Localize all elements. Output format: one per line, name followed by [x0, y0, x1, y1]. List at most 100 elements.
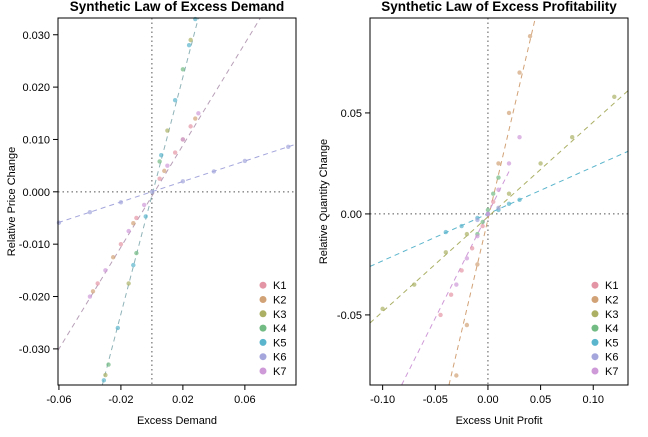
x-tick-label: 0.05 [530, 394, 551, 406]
chart-title: Synthetic Law of Excess Demand [70, 0, 285, 14]
x-tick-label: -0.05 [423, 394, 448, 406]
point [485, 207, 491, 213]
point [517, 134, 522, 140]
legend-swatch [591, 338, 599, 346]
legend-label: K3 [605, 309, 618, 321]
point [126, 228, 131, 234]
legend-label: K2 [273, 295, 286, 307]
point [480, 219, 485, 225]
point [380, 306, 385, 312]
point [485, 211, 491, 217]
point [157, 159, 162, 164]
point [188, 124, 193, 129]
legend-swatch [591, 367, 599, 375]
y-tick-label: 0.020 [22, 82, 50, 94]
legend-swatch [259, 281, 267, 289]
point [188, 37, 193, 43]
point [106, 362, 111, 367]
legend-swatch [259, 310, 267, 318]
legend-label: K2 [605, 295, 618, 307]
point [186, 43, 192, 48]
point [242, 158, 248, 164]
point [443, 229, 449, 235]
point [101, 378, 107, 383]
y-tick-label: -0.05 [337, 310, 362, 322]
fit-line [101, 18, 199, 385]
point [454, 373, 459, 378]
point [464, 322, 470, 328]
point [172, 150, 178, 155]
x-tick-label: 0.06 [234, 394, 255, 406]
legend-swatch [259, 324, 267, 332]
point [459, 223, 464, 229]
point [90, 289, 96, 294]
point [115, 325, 121, 331]
point [158, 152, 164, 158]
point [286, 144, 291, 149]
point [464, 256, 470, 261]
point [612, 94, 617, 99]
point [475, 233, 480, 239]
y-axis-label: Relative Price Change [6, 147, 18, 256]
legend-swatch [591, 281, 599, 289]
point [412, 282, 417, 287]
legend-label: K5 [273, 337, 286, 349]
point [459, 268, 464, 273]
legend-label: K6 [605, 352, 618, 364]
point [448, 292, 454, 297]
point [196, 111, 201, 116]
x-axis-label: Excess Unit Profit [456, 415, 543, 427]
y-tick-label: 0.05 [341, 108, 362, 120]
x-axis-label: Excess Demand [137, 415, 217, 427]
point [131, 262, 136, 268]
y-tick-label: 0.000 [22, 187, 50, 199]
legend-swatch [259, 367, 267, 375]
point [496, 187, 501, 192]
point [180, 137, 186, 142]
y-tick-label: 0.010 [22, 134, 50, 146]
point [469, 246, 475, 251]
point [126, 281, 131, 286]
point [103, 372, 108, 378]
x-tick-label: 0.10 [583, 394, 604, 406]
point [131, 221, 136, 226]
y-tick-label: 0.030 [22, 30, 50, 42]
point [496, 175, 501, 180]
legend-swatch [591, 310, 599, 318]
x-tick-label: 0.02 [172, 394, 193, 406]
legend-swatch [259, 338, 267, 346]
point [87, 210, 93, 215]
point [475, 217, 480, 223]
point [506, 201, 512, 207]
x-tick-label: 0.00 [477, 394, 498, 406]
point [172, 97, 178, 103]
legend-swatch [591, 324, 599, 332]
point [149, 189, 155, 195]
x-tick-label: -0.06 [46, 394, 71, 406]
fit-line [401, 171, 510, 385]
x-tick-label: -0.10 [370, 394, 395, 406]
point [496, 205, 501, 211]
legend-label: K4 [273, 323, 286, 335]
legend-label: K1 [273, 280, 286, 292]
point [165, 128, 170, 133]
legend-label: K4 [605, 323, 618, 335]
y-tick-label: -0.030 [19, 344, 50, 356]
point [527, 33, 533, 39]
point [464, 231, 470, 237]
x-tick-label: -0.02 [108, 394, 133, 406]
legend-label: K3 [273, 309, 286, 321]
y-axis-label: Relative Quantity Change [318, 139, 330, 264]
point [118, 200, 124, 205]
legend-label: K5 [605, 337, 618, 349]
legend-swatch [591, 296, 599, 303]
point [211, 169, 217, 174]
legend-swatch [259, 353, 267, 361]
legend-swatch [591, 353, 599, 361]
point [538, 161, 543, 166]
legend-label: K7 [605, 366, 618, 378]
legend-label: K7 [273, 366, 286, 378]
legend-label: K6 [273, 352, 286, 364]
point [118, 241, 124, 247]
point [134, 215, 139, 221]
